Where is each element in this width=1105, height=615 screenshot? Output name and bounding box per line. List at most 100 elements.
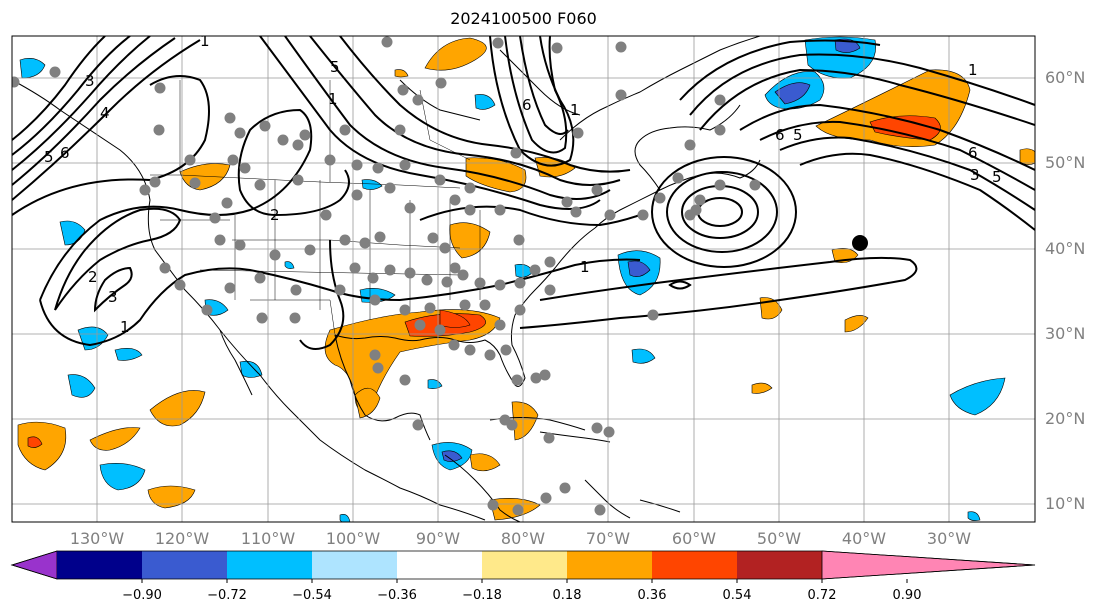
station-dot	[404, 267, 416, 279]
station-dot	[514, 304, 526, 316]
colorbar-segment	[482, 551, 567, 579]
station-dot	[439, 242, 451, 254]
station-dot	[367, 272, 379, 284]
station-dot	[672, 172, 684, 184]
colorbar-segment	[312, 551, 397, 579]
station-dot	[414, 319, 426, 331]
contour-label: 1	[120, 318, 130, 336]
contour-label: 5	[992, 168, 1002, 186]
station-dot	[513, 234, 525, 246]
station-dot	[544, 256, 556, 268]
station-dot	[435, 77, 447, 89]
station-dot	[227, 154, 239, 166]
station-dot	[154, 82, 166, 94]
station-dot	[637, 209, 649, 221]
station-dot	[421, 274, 433, 286]
station-dot	[647, 309, 659, 321]
station-dot	[149, 176, 161, 188]
station-dot	[544, 284, 556, 296]
contour-label: 1	[968, 61, 978, 79]
station-dot	[487, 499, 499, 511]
lon-label: 30°W	[927, 529, 971, 548]
station-dot	[224, 282, 236, 294]
lon-label: 100°W	[326, 529, 381, 548]
colorbar-tick-label: −0.54	[292, 588, 332, 603]
station-dot	[189, 177, 201, 189]
station-dot	[397, 84, 409, 96]
station-dot	[594, 504, 606, 516]
station-dot	[384, 264, 396, 276]
station-dot	[339, 124, 351, 136]
station-dot	[690, 204, 702, 216]
station-dot	[292, 139, 304, 151]
lon-label: 130°W	[70, 529, 125, 548]
station-dot	[324, 154, 336, 166]
colorbar-frame	[10, 550, 1036, 580]
station-dot	[374, 231, 386, 243]
station-dot	[464, 204, 476, 216]
station-dot	[224, 112, 236, 124]
contour-label: 1	[328, 90, 338, 108]
station-dot	[604, 209, 616, 221]
station-dot	[512, 504, 524, 516]
contour-label: 1	[580, 258, 590, 276]
colorbar-segment	[57, 551, 142, 579]
station-dot	[234, 239, 246, 251]
station-dot	[543, 432, 555, 444]
lat-label: 50°N	[1045, 153, 1085, 172]
station-dot	[514, 277, 526, 289]
station-dot	[372, 162, 384, 174]
contour-label: 6	[60, 144, 70, 162]
lon-label: 90°W	[416, 529, 460, 548]
station-dot	[449, 194, 461, 206]
station-dot	[539, 369, 551, 381]
station-dot	[381, 36, 393, 48]
station-dot	[394, 124, 406, 136]
station-dot	[349, 262, 361, 274]
station-dot	[427, 232, 439, 244]
longitude-labels: 130°W 120°W 110°W 100°W 90°W 80°W 70°W 6…	[70, 529, 971, 548]
station-dot	[234, 127, 246, 139]
contour-label: 6	[968, 144, 978, 162]
contour-label: 3	[970, 166, 980, 184]
contour-label: 2	[270, 206, 280, 224]
lat-label: 30°N	[1045, 324, 1085, 343]
colorbar-tick-label: 0.72	[808, 588, 837, 603]
colorbar-tick-label: −0.18	[462, 588, 502, 603]
station-dot	[561, 196, 573, 208]
colorbar-segment	[567, 551, 652, 579]
station-dot	[412, 94, 424, 106]
station-dot	[530, 372, 542, 384]
station-dot	[459, 299, 471, 311]
station-dot	[299, 129, 311, 141]
station-dot	[474, 277, 486, 289]
lon-label: 40°W	[842, 529, 886, 548]
station-dot	[464, 182, 476, 194]
lat-label: 20°N	[1045, 409, 1085, 428]
colorbar-tick-label: −0.90	[122, 588, 162, 603]
station-dot	[603, 426, 615, 438]
station-dot	[591, 184, 603, 196]
station-dot	[369, 294, 381, 306]
station-dot	[591, 422, 603, 434]
station-dot	[434, 324, 446, 336]
colorbar-segment	[737, 551, 822, 579]
station-dot	[372, 362, 384, 374]
station-dot	[277, 134, 289, 146]
colorbar-tick-label: 0.54	[723, 588, 752, 603]
station-dot	[184, 154, 196, 166]
station-dot	[209, 212, 221, 224]
station-dot	[269, 249, 281, 261]
station-dot	[449, 262, 461, 274]
station-dot	[290, 284, 302, 296]
station-dot	[714, 179, 726, 191]
station-dot	[412, 419, 424, 431]
station-dot	[559, 482, 571, 494]
station-dot	[201, 304, 213, 316]
station-dot	[494, 279, 506, 291]
station-dot	[256, 312, 268, 324]
colorbar-extend-low	[10, 550, 58, 580]
lat-label: 40°N	[1045, 239, 1085, 258]
station-dot	[511, 374, 523, 386]
